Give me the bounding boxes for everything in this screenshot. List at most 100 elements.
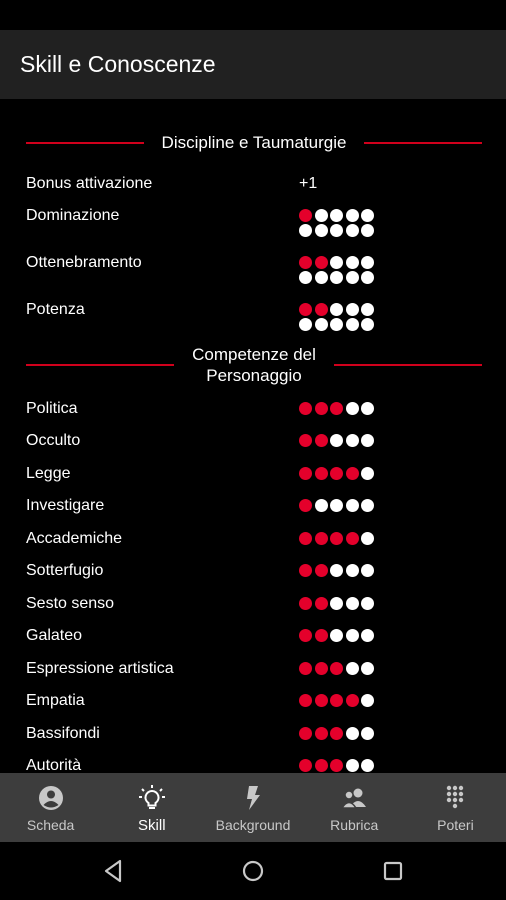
empty-dot[interactable] <box>345 662 359 675</box>
filled-dot[interactable] <box>314 467 328 480</box>
filled-dot[interactable] <box>299 564 312 577</box>
skill-row[interactable]: Occulto <box>26 432 486 456</box>
filled-dot[interactable] <box>314 303 328 316</box>
filled-dot[interactable] <box>299 467 312 480</box>
filled-dot[interactable] <box>299 402 312 415</box>
filled-dot[interactable] <box>330 759 343 772</box>
filled-dot[interactable] <box>299 256 312 269</box>
filled-dot[interactable] <box>314 597 328 610</box>
skill-dots[interactable] <box>299 499 379 514</box>
filled-dot[interactable] <box>330 662 343 675</box>
skill-row[interactable]: Politica <box>26 400 486 424</box>
skill-row[interactable]: Sesto senso <box>26 595 486 619</box>
empty-dot[interactable] <box>361 759 374 772</box>
empty-dot[interactable] <box>345 629 359 642</box>
filled-dot[interactable] <box>314 759 328 772</box>
filled-dot[interactable] <box>345 532 359 545</box>
skill-dots[interactable] <box>299 467 379 482</box>
nav-item-skill[interactable]: Skill <box>101 773 202 842</box>
skill-dots[interactable] <box>299 694 379 709</box>
empty-dot[interactable] <box>345 318 359 331</box>
empty-dot[interactable] <box>361 271 374 284</box>
empty-dot[interactable] <box>330 224 343 237</box>
home-circle-icon[interactable] <box>238 856 268 886</box>
empty-dot[interactable] <box>345 209 359 222</box>
empty-dot[interactable] <box>361 629 374 642</box>
filled-dot[interactable] <box>330 467 343 480</box>
nav-item-background[interactable]: Background <box>202 773 303 842</box>
empty-dot[interactable] <box>361 318 374 331</box>
empty-dot[interactable] <box>330 303 343 316</box>
filled-dot[interactable] <box>345 467 359 480</box>
skill-dots[interactable] <box>299 434 379 449</box>
empty-dot[interactable] <box>330 434 343 447</box>
filled-dot[interactable] <box>299 662 312 675</box>
filled-dot[interactable] <box>299 597 312 610</box>
empty-dot[interactable] <box>314 271 328 284</box>
empty-dot[interactable] <box>361 224 374 237</box>
filled-dot[interactable] <box>299 759 312 772</box>
skill-dots[interactable] <box>299 759 379 773</box>
empty-dot[interactable] <box>299 318 312 331</box>
skill-dots[interactable] <box>299 727 379 742</box>
skill-row[interactable]: Investigare <box>26 497 486 521</box>
empty-dot[interactable] <box>345 303 359 316</box>
empty-dot[interactable] <box>330 564 343 577</box>
skill-row[interactable]: Ottenebramento <box>26 254 486 290</box>
filled-dot[interactable] <box>330 694 343 707</box>
filled-dot[interactable] <box>299 532 312 545</box>
filled-dot[interactable] <box>330 532 343 545</box>
nav-item-rubrica[interactable]: Rubrica <box>304 773 405 842</box>
skill-row[interactable]: Accademiche <box>26 530 486 554</box>
empty-dot[interactable] <box>330 209 343 222</box>
empty-dot[interactable] <box>361 303 374 316</box>
nav-item-poteri[interactable]: Poteri <box>405 773 506 842</box>
empty-dot[interactable] <box>330 271 343 284</box>
empty-dot[interactable] <box>345 597 359 610</box>
empty-dot[interactable] <box>330 597 343 610</box>
filled-dot[interactable] <box>314 629 328 642</box>
filled-dot[interactable] <box>299 499 312 512</box>
skill-list[interactable]: Discipline e Taumaturgie Bonus attivazio… <box>0 99 506 773</box>
empty-dot[interactable] <box>361 467 374 480</box>
empty-dot[interactable] <box>330 256 343 269</box>
filled-dot[interactable] <box>314 532 328 545</box>
empty-dot[interactable] <box>345 434 359 447</box>
filled-dot[interactable] <box>299 727 312 740</box>
skill-row[interactable]: Autorità <box>26 757 486 773</box>
filled-dot[interactable] <box>314 662 328 675</box>
empty-dot[interactable] <box>345 224 359 237</box>
back-triangle-icon[interactable] <box>98 856 128 886</box>
skill-dots[interactable] <box>299 662 379 677</box>
empty-dot[interactable] <box>361 727 374 740</box>
filled-dot[interactable] <box>299 629 312 642</box>
filled-dot[interactable] <box>314 727 328 740</box>
empty-dot[interactable] <box>299 224 312 237</box>
skill-dots[interactable] <box>299 256 379 286</box>
skill-dots[interactable] <box>299 303 379 333</box>
filled-dot[interactable] <box>299 434 312 447</box>
skill-dots[interactable] <box>299 597 379 612</box>
empty-dot[interactable] <box>345 564 359 577</box>
filled-dot[interactable] <box>330 402 343 415</box>
empty-dot[interactable] <box>361 694 374 707</box>
skill-row[interactable]: Potenza <box>26 301 486 337</box>
filled-dot[interactable] <box>314 256 328 269</box>
filled-dot[interactable] <box>314 564 328 577</box>
skill-row[interactable]: Sotterfugio <box>26 562 486 586</box>
filled-dot[interactable] <box>299 209 312 222</box>
empty-dot[interactable] <box>314 499 328 512</box>
empty-dot[interactable] <box>361 402 374 415</box>
nav-item-scheda[interactable]: Scheda <box>0 773 101 842</box>
skill-row[interactable]: Legge <box>26 465 486 489</box>
empty-dot[interactable] <box>345 271 359 284</box>
skill-dots[interactable] <box>299 402 379 417</box>
empty-dot[interactable] <box>345 402 359 415</box>
filled-dot[interactable] <box>314 402 328 415</box>
skill-row[interactable]: Dominazione <box>26 207 486 243</box>
empty-dot[interactable] <box>361 564 374 577</box>
empty-dot[interactable] <box>299 271 312 284</box>
empty-dot[interactable] <box>330 629 343 642</box>
filled-dot[interactable] <box>345 694 359 707</box>
skill-dots[interactable] <box>299 532 379 547</box>
